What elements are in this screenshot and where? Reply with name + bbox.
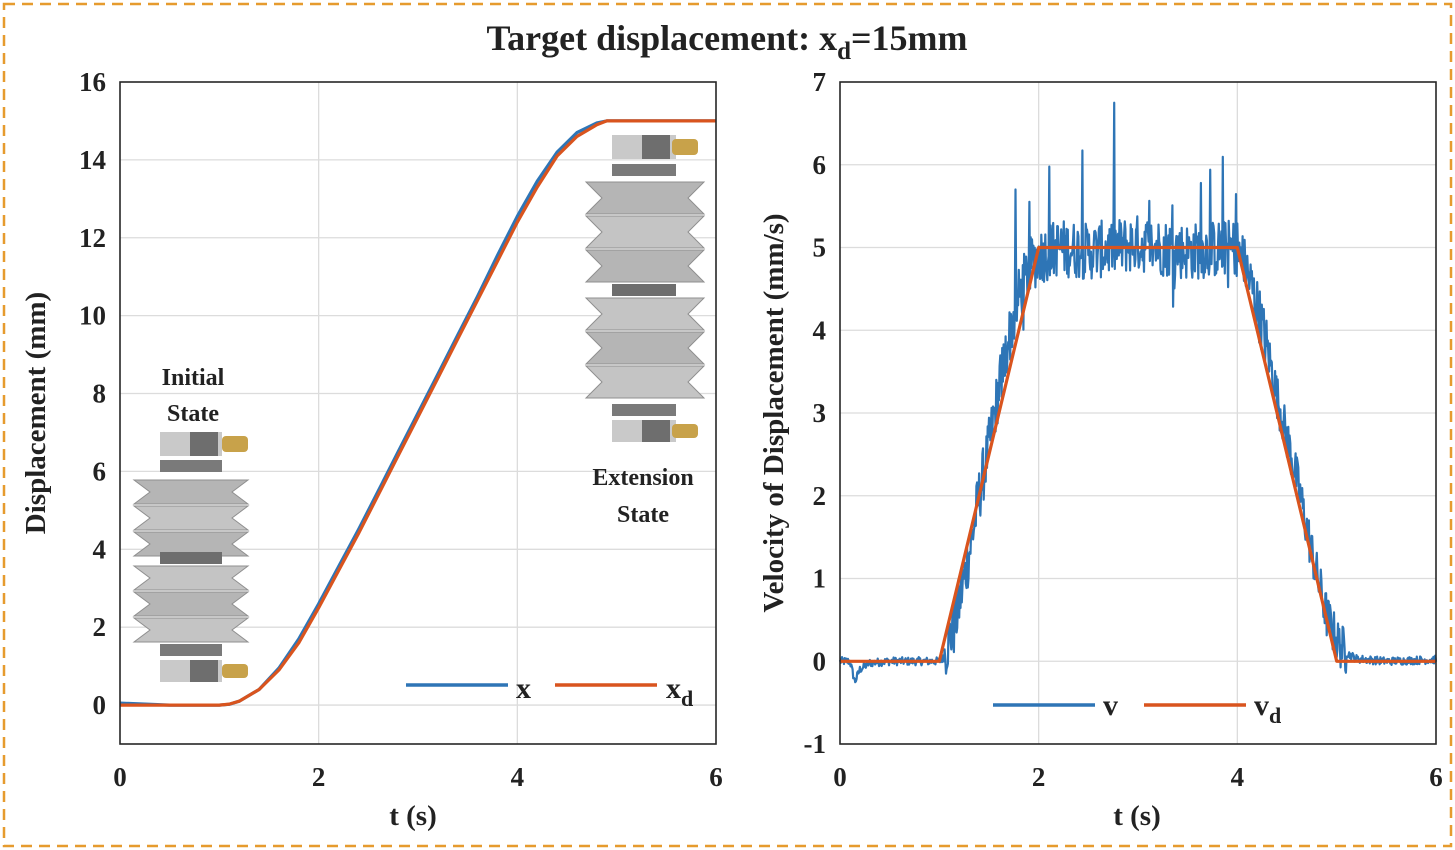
initial-state-actuator-illustration [132, 432, 250, 682]
displacement-y-tick-label: 6 [93, 456, 107, 486]
displacement-y-tick-label: 4 [93, 534, 107, 564]
extension-state-label-line2: State [617, 502, 669, 528]
figure-title-subscript: d [837, 38, 851, 65]
initial-state-label-line2: State [167, 401, 219, 427]
displacement-y-axis-label: Displacement (mm) [20, 292, 52, 534]
legend-label-vd: vd [1254, 689, 1281, 728]
displacement-lines [119, 119, 716, 707]
velocity-y-tick-label: -1 [804, 729, 827, 759]
displacement-panel: Initial State Extension State 0 2 4 6 0 2 4 6 8 1… [20, 67, 723, 832]
extension-state-label: Extension [592, 465, 693, 491]
displacement-y-tick-label: 12 [79, 223, 106, 253]
displacement-x-tick-label: 2 [312, 762, 326, 792]
velocity-x-tick-label: 0 [833, 762, 847, 792]
velocity-x-axis-label: t (s) [1113, 800, 1161, 832]
velocity-y-tick-label: 5 [813, 233, 827, 263]
displacement-tick-labels: 0 2 4 6 0 2 4 6 8 10 12 14 16 [79, 67, 723, 792]
velocity-y-axis-label: Velocity of Displacement (mm/s) [758, 213, 790, 612]
velocity-y-tick-label: 6 [813, 150, 827, 180]
velocity-axes-box [839, 81, 1437, 745]
velocity-y-tick-label: 7 [813, 67, 827, 97]
displacement-x-tick-label: 4 [511, 762, 525, 792]
displacement-x-axis-label: t (s) [389, 800, 437, 832]
legend-label-xd: xd [666, 672, 693, 711]
legend-label-vd-subscript: d [1269, 703, 1281, 728]
extension-state-actuator-illustration [584, 135, 706, 442]
velocity-legend: v vd [993, 689, 1281, 728]
velocity-lines [838, 101, 1438, 684]
displacement-legend: x xd [406, 672, 693, 711]
velocity-x-tick-label: 4 [1231, 762, 1245, 792]
displacement-y-tick-label: 14 [79, 145, 106, 175]
figure-title: Target displacement: xd=15mm [486, 18, 967, 65]
velocity-series-line-vd [840, 245, 1436, 663]
velocity-y-tick-label: 1 [813, 564, 827, 594]
velocity-y-tick-label: 2 [813, 481, 827, 511]
velocity-x-tick-label: 2 [1032, 762, 1046, 792]
displacement-y-tick-label: 8 [93, 379, 107, 409]
displacement-axes-box [119, 81, 717, 745]
displacement-y-tick-label: 0 [93, 690, 107, 720]
legend-label-x: x [516, 672, 531, 705]
legend-label-xd-subscript: d [681, 686, 693, 711]
displacement-y-tick-label: 10 [79, 301, 106, 331]
displacement-y-tick-label: 16 [79, 67, 106, 97]
figure-title-tail: =15mm [851, 18, 968, 58]
velocity-x-tick-label: 6 [1429, 762, 1443, 792]
velocity-y-tick-label: 4 [813, 315, 827, 345]
velocity-y-tick-label: 3 [813, 398, 827, 428]
displacement-x-tick-label: 6 [709, 762, 723, 792]
displacement-series-line-xd [120, 119, 716, 707]
legend-label-v: v [1103, 689, 1118, 722]
displacement-x-tick-label: 0 [113, 762, 127, 792]
initial-state-label: Initial [162, 365, 225, 391]
displacement-y-tick-label: 2 [93, 612, 107, 642]
velocity-y-tick-label: 0 [813, 646, 827, 676]
